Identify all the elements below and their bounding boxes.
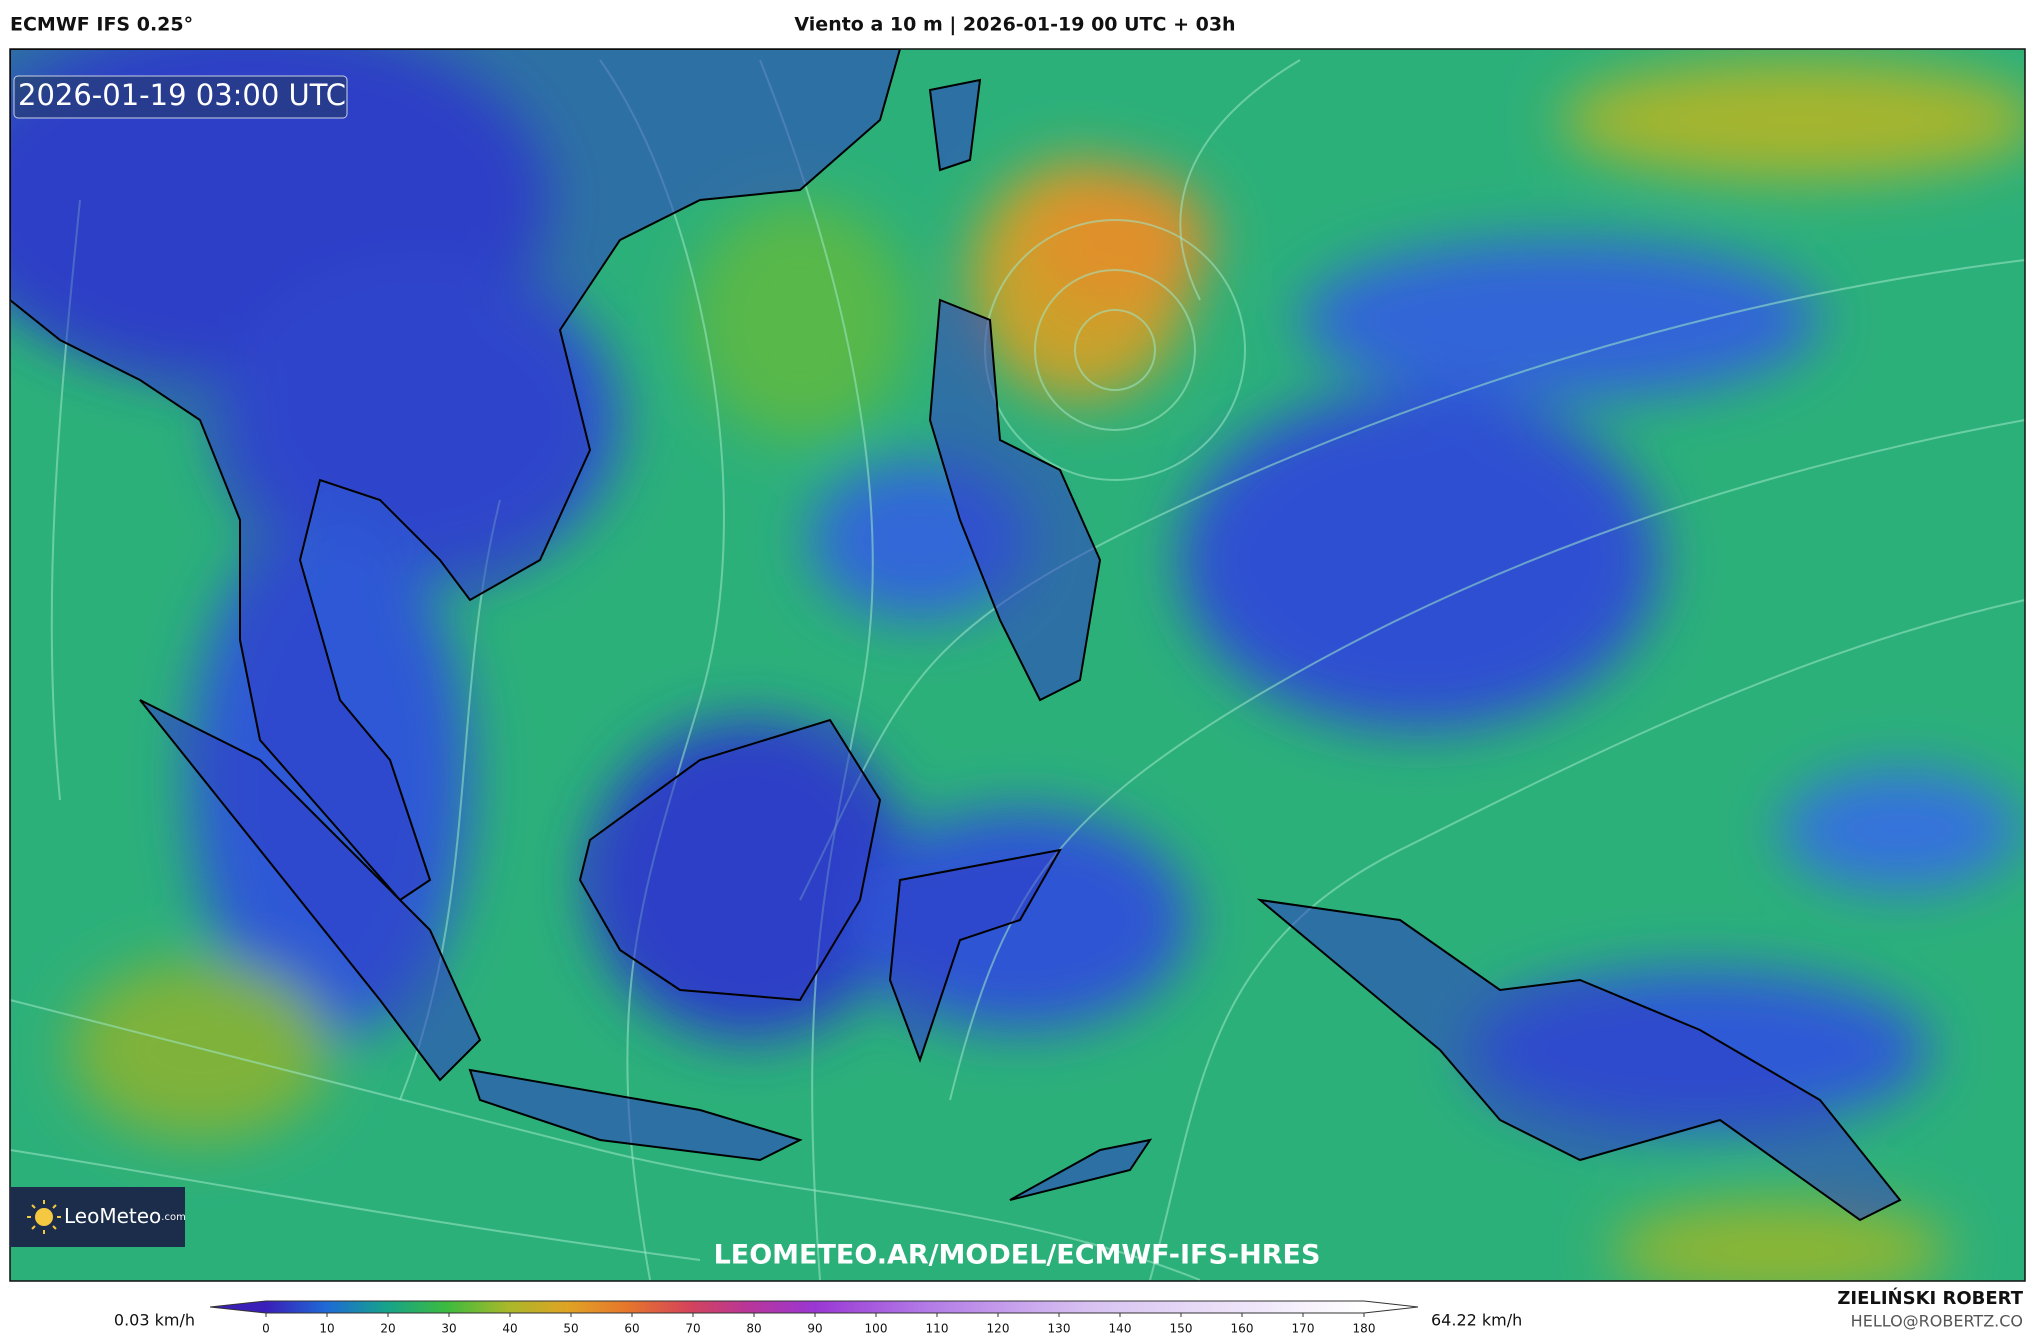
colorbar-tick-label: 60 — [624, 1322, 639, 1336]
logo-rays — [27, 1200, 61, 1234]
colorbar-tick-label: 10 — [319, 1322, 334, 1336]
model-label: ECMWF IFS 0.25° — [10, 14, 193, 36]
colorbar-max-label: 64.22 km/h — [1431, 1311, 1522, 1330]
land — [10, 49, 1902, 1222]
map-frame — [9, 48, 2026, 1282]
colorbar-tick-label: 40 — [502, 1322, 517, 1336]
timestamp-box — [13, 75, 348, 119]
colorbar-tick-label: 20 — [380, 1322, 395, 1336]
colorbar-tick-label: 150 — [1170, 1322, 1193, 1336]
colorbar-tick-label: 80 — [746, 1322, 761, 1336]
colorbar-tick-label: 0 — [262, 1322, 270, 1336]
colorbar-tick-label: 110 — [926, 1322, 949, 1336]
colorbar-tick-label: 120 — [987, 1322, 1010, 1336]
logo-name: LeoMeteo — [64, 1204, 161, 1228]
timestamp: 2026-01-19 03:00 UTC — [18, 78, 346, 112]
colorbar-tick-label: 180 — [1353, 1322, 1376, 1336]
colorbar-tick-label: 50 — [563, 1322, 578, 1336]
logo-suffix: .com — [161, 1212, 186, 1223]
colorbar-tick-label: 100 — [865, 1322, 888, 1336]
colorbar-tick-label: 140 — [1109, 1322, 1132, 1336]
author: ZIELIŃSKI ROBERT — [1837, 1287, 2023, 1309]
colorbar-ticks: 0 10 20 30 40 50 60 70 80 90 100 110 120 130 140 150 160… — [262, 1313, 1375, 1336]
email: HELLO@ROBERTZ.CO — [1851, 1312, 2023, 1331]
colorbar-min-label: 0.03 km/h — [114, 1311, 195, 1330]
logo-sun — [35, 1208, 53, 1226]
colorbar-tick-label: 130 — [1048, 1322, 1071, 1336]
logo-text: LeoMeteo.com — [64, 1204, 186, 1228]
colorbar-tick-label: 160 — [1231, 1322, 1254, 1336]
colorbar-tick-label: 170 — [1292, 1322, 1315, 1336]
map-area — [10, 49, 2025, 1281]
colorbar-tick-label: 70 — [685, 1322, 700, 1336]
colorbar-tick-label: 90 — [807, 1322, 822, 1336]
map-title: Viento a 10 m | 2026-01-19 00 UTC + 03h — [794, 14, 1235, 36]
colorbar-tick-label: 30 — [441, 1322, 456, 1336]
colorbar — [209, 1300, 1419, 1314]
watermark: LEOMETEO.AR/MODEL/ECMWF-IFS-HRES — [714, 1240, 1321, 1271]
